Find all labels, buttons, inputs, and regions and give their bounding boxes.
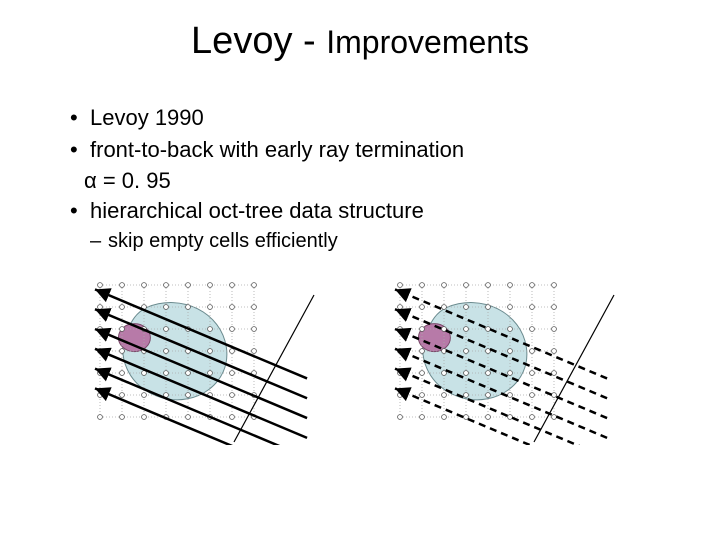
diagram-row (90, 275, 720, 450)
diagram-left-svg (90, 275, 350, 445)
diagram-right (390, 275, 650, 450)
bullet-list: Levoy 1990 front-to-back with early ray … (70, 103, 720, 255)
diagram-right-svg (390, 275, 650, 445)
slide-title: Levoy - Improvements (0, 0, 720, 63)
bullet-1: Levoy 1990 (70, 103, 720, 133)
bullet-2-indent: α = 0. 95 (84, 166, 720, 196)
sub-bullet-1: skip empty cells efficiently (70, 228, 720, 255)
bullet-3: hierarchical oct-tree data structure (70, 196, 720, 226)
diagram-left (90, 275, 350, 450)
bullet-2: front-to-back with early ray termination (70, 135, 720, 165)
title-sub: Improvements (326, 24, 529, 60)
title-main: Levoy - (191, 20, 326, 62)
